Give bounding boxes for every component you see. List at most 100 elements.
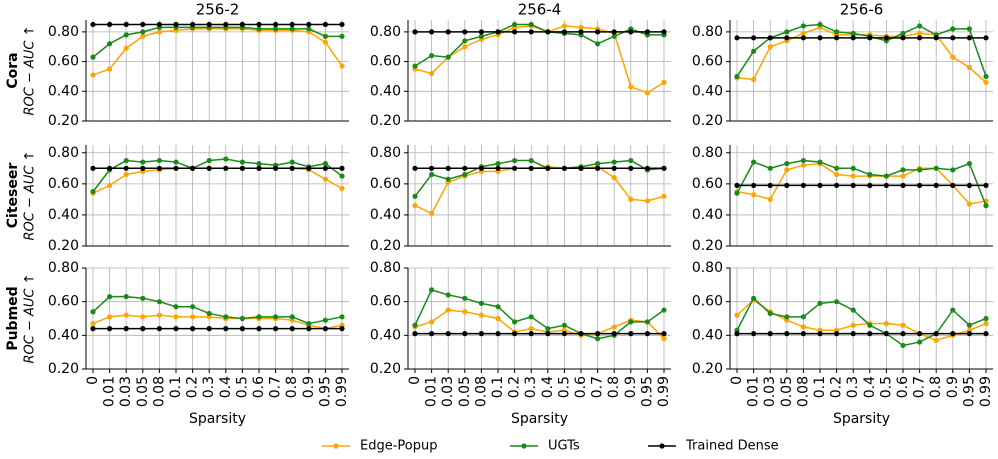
- x-tick-label: 0.5: [878, 376, 894, 398]
- point: [90, 165, 96, 171]
- y-tick-label: 0.40: [370, 207, 401, 223]
- point: [545, 326, 551, 332]
- point: [223, 21, 229, 28]
- series-line: [92, 158, 343, 193]
- point: [628, 196, 634, 202]
- point: [966, 64, 973, 71]
- point: [495, 29, 501, 35]
- point: [445, 176, 451, 182]
- series-line: [92, 314, 343, 330]
- x-tick-label: 0.01: [424, 376, 440, 407]
- point: [256, 21, 262, 28]
- point: [867, 182, 873, 188]
- point: [462, 44, 468, 50]
- point: [123, 21, 129, 28]
- point: [412, 331, 418, 337]
- x-tick-label: 0.2: [185, 376, 201, 398]
- point: [123, 157, 129, 164]
- point: [445, 307, 451, 313]
- x-tick-label: 0.99: [656, 376, 672, 407]
- point: [90, 72, 96, 78]
- y-axis-label: ROC − AUC ↑: [23, 25, 38, 115]
- point: [628, 84, 634, 90]
- point: [784, 167, 790, 173]
- point: [123, 45, 129, 51]
- point: [900, 331, 906, 337]
- y-tick-label: 0.40: [370, 327, 401, 343]
- point: [751, 295, 757, 301]
- x-tick-label: 0.95: [639, 376, 655, 407]
- point: [751, 35, 757, 41]
- point: [834, 29, 840, 35]
- point: [834, 171, 840, 178]
- point: [339, 33, 345, 39]
- point: [661, 29, 667, 35]
- x-tick-label: 0.6: [573, 376, 589, 398]
- point: [917, 35, 923, 41]
- x-tick-label: 0.8: [928, 376, 944, 398]
- point: [917, 339, 923, 345]
- point: [173, 314, 179, 320]
- point: [850, 182, 856, 188]
- x-tick-label: 0.7: [268, 376, 284, 398]
- point: [611, 159, 617, 165]
- point: [511, 165, 518, 171]
- point: [800, 324, 807, 330]
- legend-label: Edge-Popup: [360, 439, 437, 454]
- point: [611, 175, 617, 181]
- point: [850, 165, 856, 171]
- point: [173, 304, 179, 310]
- point: [478, 300, 484, 306]
- x-tick-label: 0.1: [168, 376, 184, 398]
- point: [107, 21, 113, 28]
- point: [273, 21, 279, 28]
- x-axis-label: Sparsity: [189, 411, 246, 427]
- point: [644, 319, 651, 325]
- point: [784, 182, 790, 188]
- point: [273, 314, 279, 320]
- x-tick-label: 0.4: [540, 376, 556, 398]
- series-line: [92, 26, 342, 58]
- point: [867, 322, 873, 328]
- point: [661, 336, 667, 342]
- series-line: [414, 309, 665, 340]
- x-tick-label: 0.99: [334, 376, 350, 407]
- point: [511, 319, 518, 325]
- point: [239, 159, 245, 165]
- x-tick-label: 0.03: [440, 376, 456, 407]
- point: [950, 182, 956, 188]
- point: [306, 21, 312, 28]
- y-tick-label: 0.20: [48, 113, 79, 129]
- point: [511, 157, 518, 164]
- point: [578, 24, 584, 31]
- point: [107, 314, 113, 320]
- point: [983, 182, 989, 188]
- point: [983, 315, 989, 322]
- y-tick-label: 0.60: [370, 176, 401, 192]
- point: [445, 54, 451, 60]
- point: [867, 171, 873, 178]
- point: [140, 165, 146, 171]
- point: [239, 315, 245, 322]
- x-tick-label: 0: [729, 376, 745, 385]
- point: [478, 165, 484, 171]
- point: [107, 66, 113, 72]
- point: [445, 292, 451, 298]
- point: [933, 182, 939, 188]
- point: [528, 326, 534, 332]
- point: [950, 26, 956, 32]
- point: [339, 173, 345, 179]
- x-tick-label: 0.95: [317, 376, 333, 407]
- point: [462, 38, 468, 44]
- x-tick-label: 0.3: [845, 376, 861, 398]
- point: [289, 165, 295, 171]
- point: [339, 314, 345, 320]
- x-tick-label: 0.8: [606, 376, 622, 398]
- point: [495, 165, 501, 171]
- point: [306, 26, 312, 32]
- point: [173, 165, 179, 171]
- point: [950, 167, 956, 173]
- point: [933, 331, 939, 337]
- point: [495, 304, 501, 310]
- y-tick-label: 0.20: [692, 238, 723, 254]
